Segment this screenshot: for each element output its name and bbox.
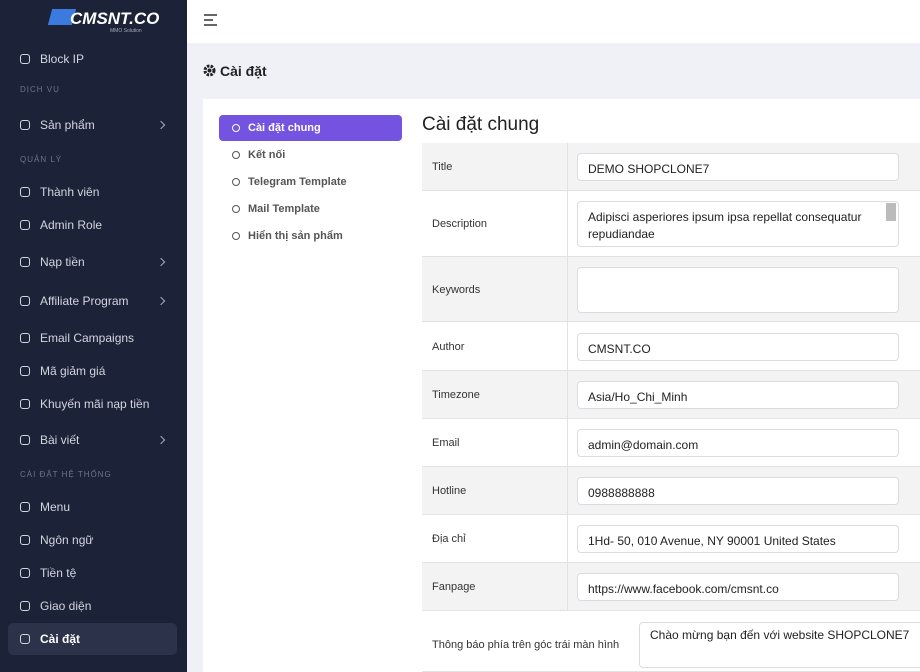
sidebar-icon	[20, 366, 30, 376]
sidebar-section: DỊCH VỤ	[20, 85, 60, 94]
page-title: Cài đặt	[220, 63, 267, 79]
sidebar-icon	[20, 634, 30, 644]
sidebar-item[interactable]: Email Campaigns	[40, 331, 135, 345]
topbar	[187, 0, 920, 43]
sidebar-icon	[20, 435, 30, 445]
sidebar-item[interactable]: Ngôn ngữ	[40, 533, 94, 547]
cell-divider	[567, 143, 568, 191]
sidebar-icon	[20, 187, 30, 197]
cell-divider	[567, 322, 568, 371]
sidebar-item[interactable]: Menu	[40, 500, 71, 514]
sidebar-active-bg	[8, 623, 177, 655]
sidebar-item[interactable]: Admin Role	[40, 218, 103, 232]
tab-icon	[232, 205, 240, 213]
cell-divider	[567, 515, 568, 563]
tab[interactable]: Mail Template	[248, 203, 320, 215]
input-field[interactable]: 1Hd- 50, 010 Avenue, NY 90001 United Sta…	[577, 525, 899, 553]
tab-active-bg	[219, 115, 402, 141]
input-field[interactable]: admin@domain.com	[577, 429, 899, 457]
sidebar: CMSNT.CO MMO Solution Block IP DỊCH VỤ Sản…	[0, 0, 187, 672]
sidebar-item[interactable]: Bài viết	[40, 433, 80, 447]
tab[interactable]: Telegram Template	[248, 176, 347, 188]
cell-divider	[567, 419, 568, 467]
input-field[interactable]: Chào mừng bạn đến với website SHOPCLONE7	[639, 622, 920, 668]
cell-divider	[567, 257, 568, 322]
sidebar-icon	[20, 257, 30, 267]
sidebar-icon	[20, 120, 30, 130]
field-label: Keywords	[432, 283, 481, 296]
sidebar-icon	[20, 220, 30, 230]
tab-icon	[232, 124, 240, 132]
sidebar-item[interactable]: Cài đặt	[40, 632, 81, 646]
sidebar-item[interactable]: Khuyến mãi nạp tiền	[40, 397, 150, 411]
sidebar-item[interactable]: Thành viên	[40, 185, 100, 199]
sidebar-item[interactable]: Tiền tệ	[40, 566, 77, 580]
sidebar-arrow	[156, 435, 166, 445]
field-label: Author	[432, 340, 465, 353]
input-field[interactable]: https://www.facebook.com/cmsnt.co	[577, 573, 899, 601]
sidebar-item[interactable]: Nạp tiền	[40, 255, 85, 269]
sidebar-icon	[20, 296, 30, 306]
gear-icon	[203, 64, 216, 77]
sidebar-arrow	[156, 257, 166, 267]
tab-icon	[232, 178, 240, 186]
sidebar-icon	[20, 333, 30, 343]
menu-toggle[interactable]	[204, 14, 218, 26]
field-label: Description	[432, 218, 488, 230]
sidebar-icon	[20, 601, 30, 611]
sidebar-item[interactable]: Block IP	[40, 52, 85, 66]
input-field[interactable]: Asia/Ho_Chi_Minh	[577, 381, 899, 409]
cell-divider	[567, 467, 568, 515]
tab-icon	[232, 151, 240, 159]
sidebar-icon	[20, 568, 30, 578]
cell-divider	[567, 563, 568, 611]
sidebar-icon	[20, 399, 30, 409]
field-label: Địa chỉ	[432, 533, 466, 545]
sidebar-arrow	[156, 296, 166, 306]
field-label: Thông báo phía trên góc trái màn hình	[432, 639, 620, 651]
tab[interactable]: Kết nối	[248, 149, 286, 161]
cell-divider	[567, 371, 568, 419]
field-label: Title	[432, 161, 453, 173]
logo-subtitle: MMO Solution	[110, 28, 142, 34]
sidebar-item[interactable]: Sản phẩm	[40, 118, 95, 132]
input-field[interactable]: 0988888888	[577, 477, 899, 505]
sidebar-item[interactable]: Affiliate Program	[40, 294, 129, 308]
sidebar-section: CÀI ĐẶT HỆ THỐNG	[20, 470, 112, 479]
field-label: Hotline	[432, 485, 467, 497]
tab[interactable]: Hiển thị sản phẩm	[248, 230, 343, 242]
sidebar-icon	[20, 535, 30, 545]
logo-title: CMSNT.CO	[70, 9, 160, 28]
scrollbar	[886, 203, 896, 221]
cell-divider	[567, 191, 568, 257]
field-label: Fanpage	[432, 581, 476, 593]
input-field[interactable]: DEMO SHOPCLONE7	[577, 153, 899, 181]
input-field[interactable]: Adipisci asperiores ipsum ipsa repellat …	[577, 201, 899, 247]
field-label: Email	[432, 437, 460, 449]
form-heading: Cài đặt chung	[422, 114, 540, 135]
input-field[interactable]: CMSNT.CO	[577, 332, 899, 361]
sidebar-item[interactable]: Giao diện	[40, 599, 92, 613]
sidebar-icon	[20, 502, 30, 512]
input-field[interactable]	[577, 267, 899, 313]
tab-icon	[232, 232, 240, 240]
sidebar-item[interactable]: Mã giảm giá	[40, 364, 106, 378]
field-label: Timezone	[432, 389, 480, 401]
sidebar-section: QUẢN LÝ	[20, 155, 63, 164]
tab[interactable]: Cài đặt chung	[248, 122, 321, 134]
sidebar-icon	[20, 54, 30, 64]
sidebar-arrow	[156, 120, 166, 130]
